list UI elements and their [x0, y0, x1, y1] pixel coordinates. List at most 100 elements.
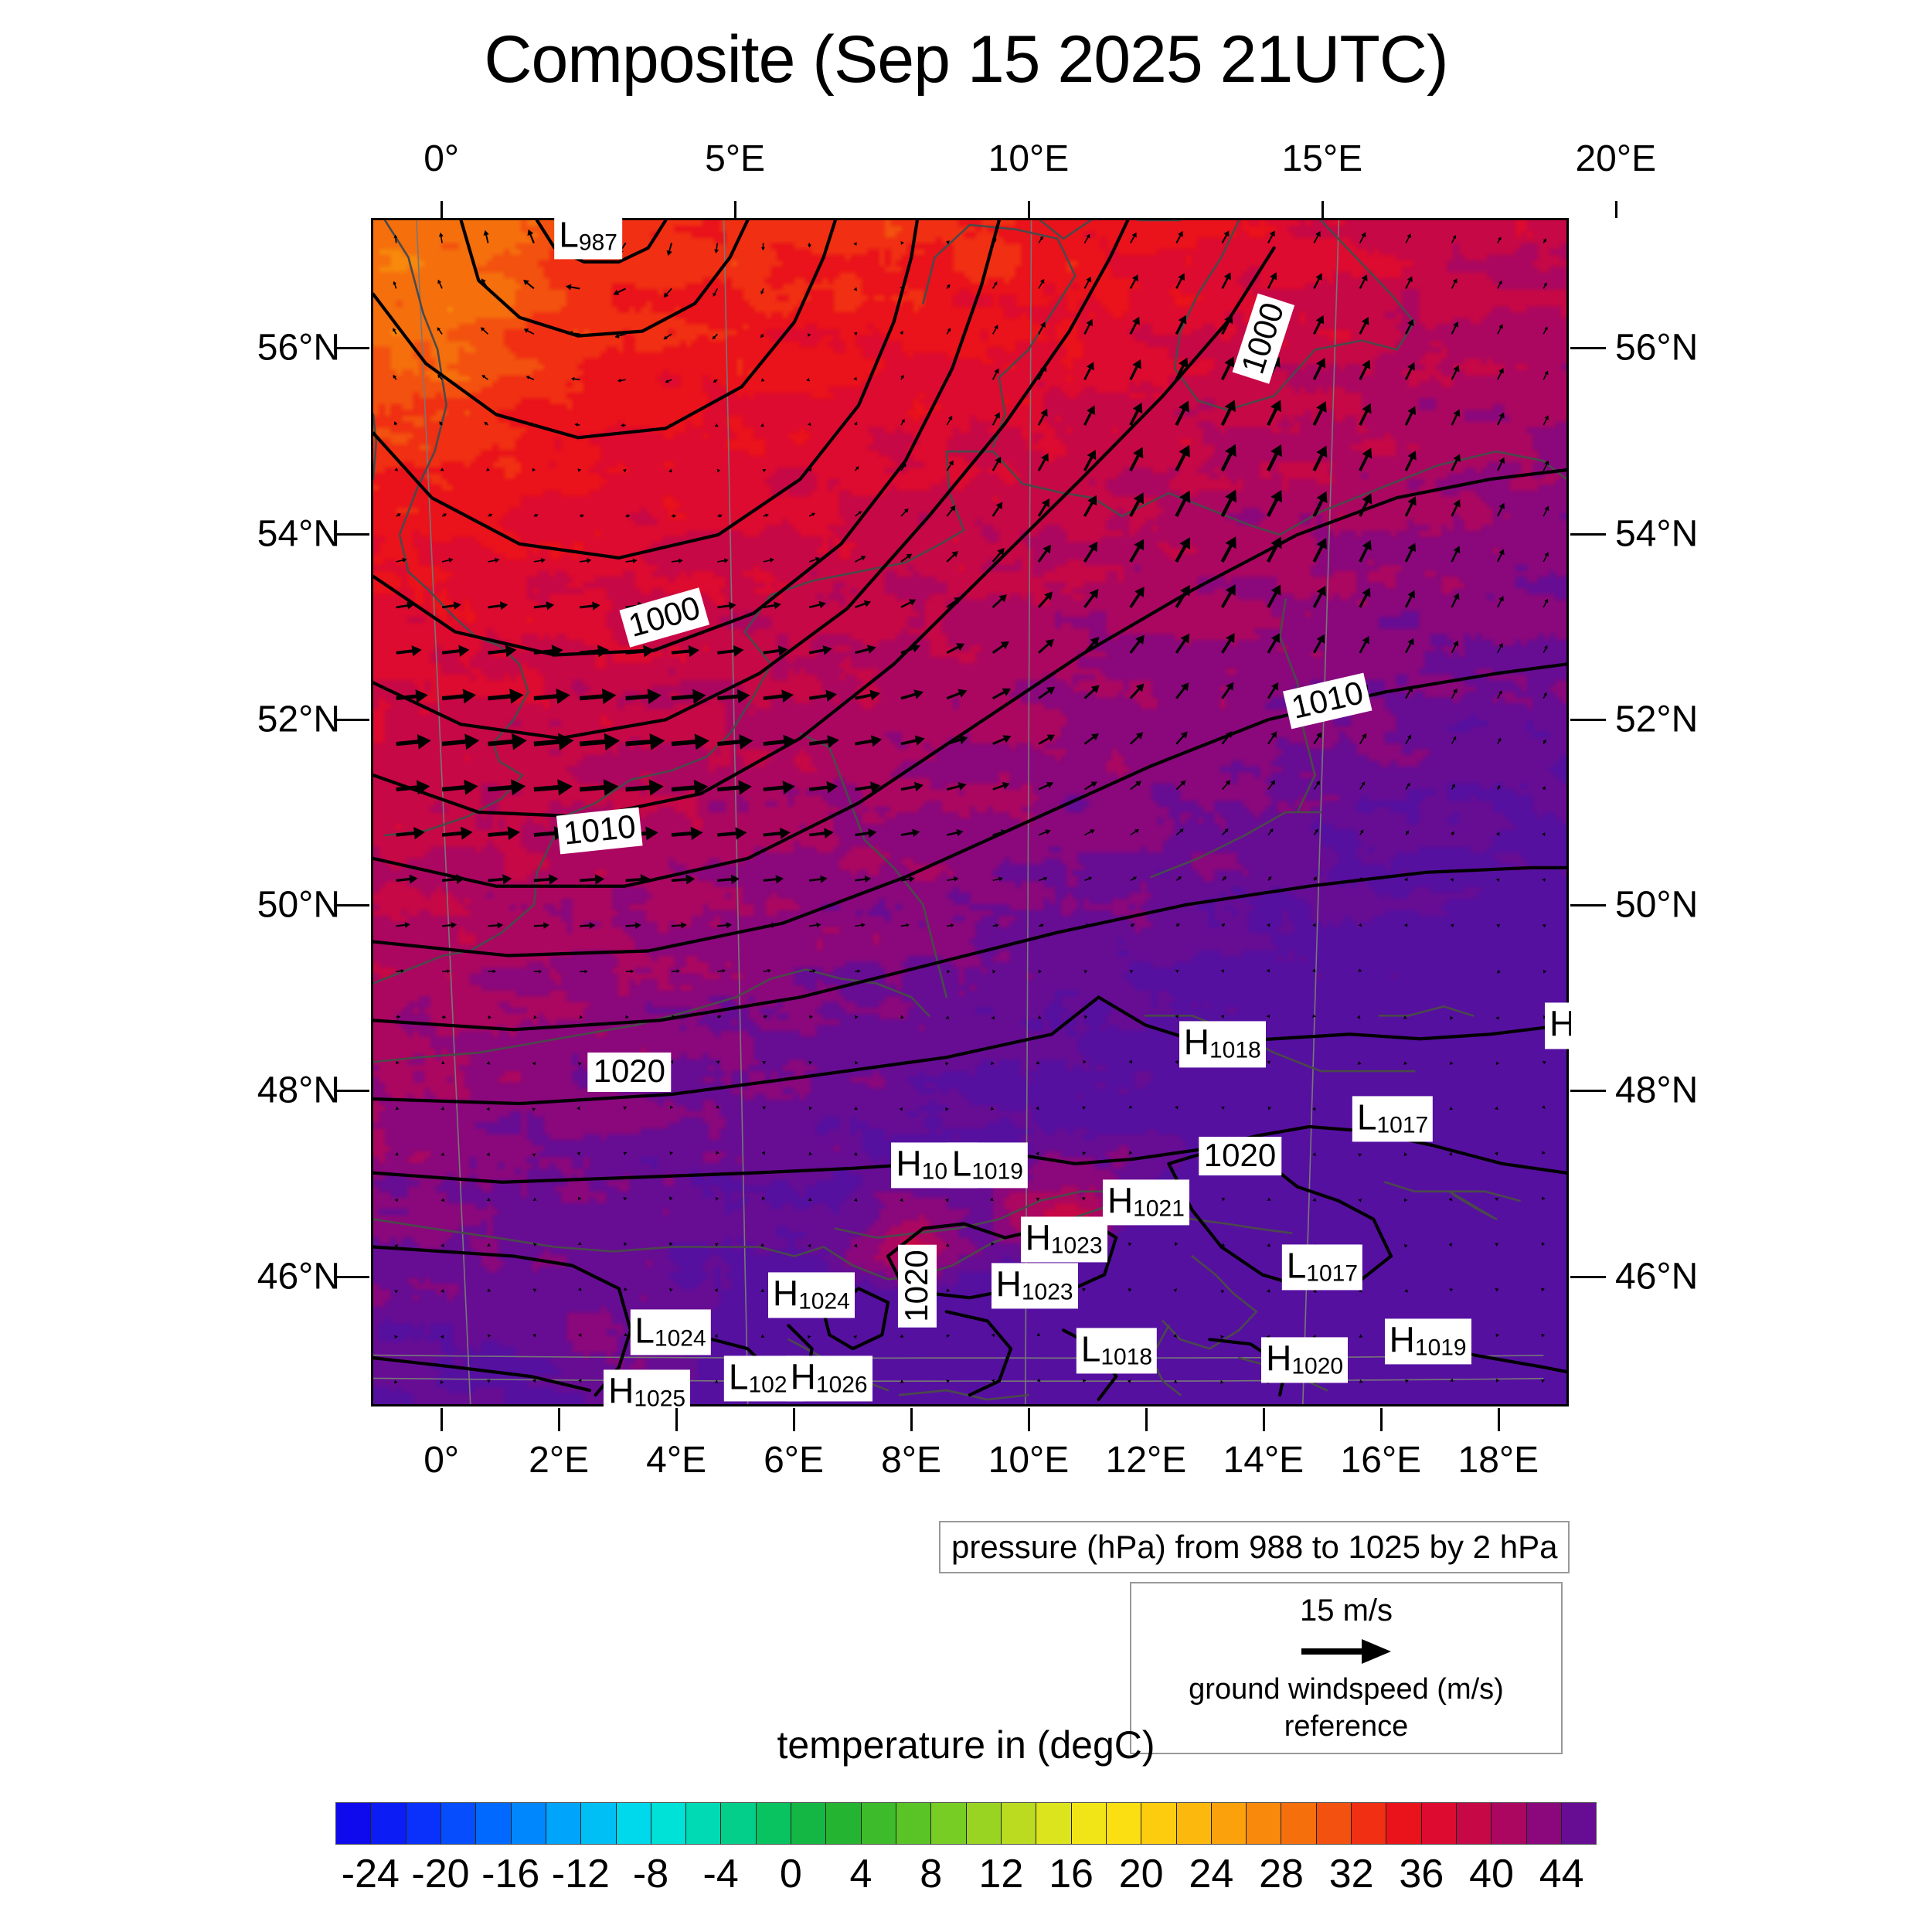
- wind-arrow: [1313, 732, 1322, 745]
- wind-arrow: [488, 922, 504, 929]
- colorbar-swatch: [1036, 1803, 1072, 1844]
- wind-arrow: [1451, 546, 1461, 563]
- wind-arrow: [946, 371, 952, 380]
- wind-arrow: [580, 922, 596, 930]
- wind-arrow: [625, 969, 634, 974]
- wind-arrow: [1451, 365, 1460, 380]
- wind-arrow: [440, 468, 444, 471]
- wind-arrow: [712, 333, 718, 340]
- wind-arrow: [1129, 970, 1134, 974]
- wind-arrow: [1404, 406, 1417, 426]
- colorbar-swatch: [1352, 1803, 1387, 1844]
- wind-arrow: [1267, 584, 1281, 608]
- wind-arrow: [441, 733, 480, 750]
- wind-arrow: [1037, 591, 1053, 608]
- wind-arrow: [1173, 1288, 1178, 1293]
- wind-arrow: [1497, 236, 1502, 243]
- wind-arrow: [992, 735, 1012, 745]
- wind-arrow: [671, 826, 703, 841]
- wind-arrow: [1221, 682, 1234, 699]
- wind-arrow: [1083, 685, 1100, 699]
- wind-arrow: [396, 922, 410, 928]
- wind-arrow: [1541, 1379, 1546, 1383]
- lon-tick-bottom: [910, 1408, 913, 1431]
- wind-arrow: [1175, 876, 1182, 882]
- wind-arrow: [1221, 633, 1235, 654]
- colorbar-swatch: [1492, 1803, 1527, 1844]
- wind-arrow: [1543, 505, 1549, 517]
- coastline-path: [1173, 220, 1416, 411]
- wind-arrow: [669, 1060, 674, 1064]
- wind-arrow: [763, 734, 797, 749]
- lon-tick-bottom: [440, 1408, 444, 1431]
- lat-label-left: 48°N: [257, 1070, 340, 1111]
- wind-arrow: [900, 508, 909, 517]
- wind-arrow: [855, 923, 866, 928]
- wind-arrow: [946, 781, 967, 791]
- weather-map[interactable]: [371, 218, 1569, 1406]
- lon-tick-top: [1614, 201, 1617, 218]
- lon-tick-bottom: [558, 1408, 561, 1431]
- wind-arrow: [1082, 1287, 1087, 1292]
- wind-arrow: [1267, 1151, 1271, 1156]
- isobar-line: [373, 1356, 592, 1393]
- wind-arrow: [533, 873, 559, 885]
- wind-arrow: [440, 1107, 445, 1111]
- wind-arrow: [1038, 829, 1051, 836]
- wind-arrow: [1128, 1288, 1132, 1292]
- temperature-colorbar[interactable]: [335, 1802, 1597, 1845]
- lon-tick-top: [440, 201, 444, 218]
- wind-arrow: [442, 969, 451, 974]
- wind-arrow: [579, 779, 619, 796]
- lon-label-top: 5°E: [705, 138, 766, 179]
- wind-vectors: [393, 229, 1549, 1385]
- wind-arrow: [614, 333, 626, 338]
- wind-arrow: [1403, 1152, 1408, 1156]
- lon-tick-top: [1321, 201, 1324, 218]
- wind-arrow: [624, 1242, 628, 1247]
- wind-arrow: [579, 514, 585, 518]
- wind-arrow: [574, 423, 580, 427]
- wind-arrow: [947, 923, 954, 927]
- wind-arrow: [946, 689, 968, 700]
- wind-arrow: [808, 468, 812, 472]
- wind-arrow: [624, 1287, 628, 1291]
- wind-arrow: [613, 287, 627, 295]
- wind-arrow: [487, 1243, 492, 1247]
- wind-arrow: [1312, 537, 1327, 563]
- wind-arrow: [665, 379, 672, 383]
- wind-arrow: [853, 1151, 858, 1156]
- wind-arrow: [1036, 1060, 1040, 1065]
- wind-arrow: [394, 1198, 398, 1202]
- wind-arrow: [900, 689, 924, 700]
- wind-arrow: [668, 1334, 673, 1338]
- wind-arrow: [1451, 235, 1457, 243]
- wind-arrow: [992, 923, 999, 927]
- coastline-path: [1378, 1005, 1475, 1017]
- wind-arrow: [900, 331, 903, 335]
- wind-arrow: [480, 327, 489, 335]
- wind-arrow: [1404, 590, 1415, 608]
- wind-arrow: [1312, 1198, 1317, 1202]
- wind-arrow: [532, 1379, 536, 1383]
- wind-arrow: [488, 601, 509, 611]
- wind-arrow: [1036, 1106, 1039, 1111]
- wind-arrow: [1036, 1197, 1040, 1202]
- wind-arrow: [760, 1334, 765, 1338]
- wind-arrow: [1543, 1015, 1547, 1019]
- wind-arrow: [900, 1198, 903, 1202]
- wind-arrow: [853, 332, 858, 336]
- wind-arrow: [714, 1334, 718, 1338]
- wind-arrow: [1359, 274, 1368, 289]
- isobar-line: [710, 1338, 773, 1397]
- wind-arrow: [715, 1197, 719, 1201]
- wind-arrow: [1175, 357, 1189, 381]
- wind-arrow: [945, 1243, 950, 1247]
- colorbar-swatch: [371, 1803, 406, 1844]
- colorbar-swatch: [616, 1803, 651, 1844]
- wind-arrow: [1449, 1106, 1454, 1111]
- wind-arrow: [1083, 636, 1100, 654]
- wind-arrow: [1130, 876, 1138, 882]
- wind-arrow: [1448, 1151, 1453, 1156]
- lat-tick-right: [1570, 1090, 1606, 1093]
